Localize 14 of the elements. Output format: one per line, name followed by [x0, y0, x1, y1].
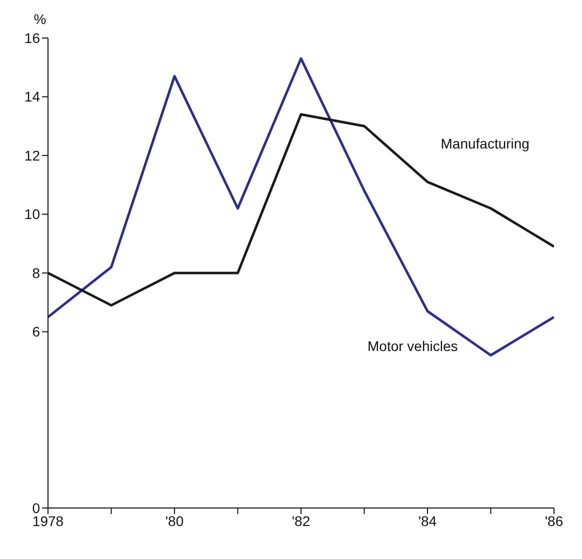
- x-tick-label: '80: [165, 512, 184, 529]
- y-tick-label: 12: [24, 147, 40, 164]
- line-series: [48, 57, 554, 356]
- x-tick-label: '82: [292, 512, 310, 529]
- text: Manufacturing: [440, 135, 530, 152]
- y-tick-label: 16: [24, 30, 40, 46]
- y-tick-label: 14: [24, 88, 40, 105]
- y-axis-title: %: [34, 11, 46, 27]
- series-label: Motor vehicles: [368, 338, 458, 354]
- y-tick-label: 8: [32, 264, 40, 281]
- x-tick-label: '84: [418, 512, 437, 529]
- x-tick-label: '86: [544, 512, 564, 529]
- y-tick-label: 6: [32, 324, 40, 340]
- y-tick-label: 10: [24, 206, 40, 222]
